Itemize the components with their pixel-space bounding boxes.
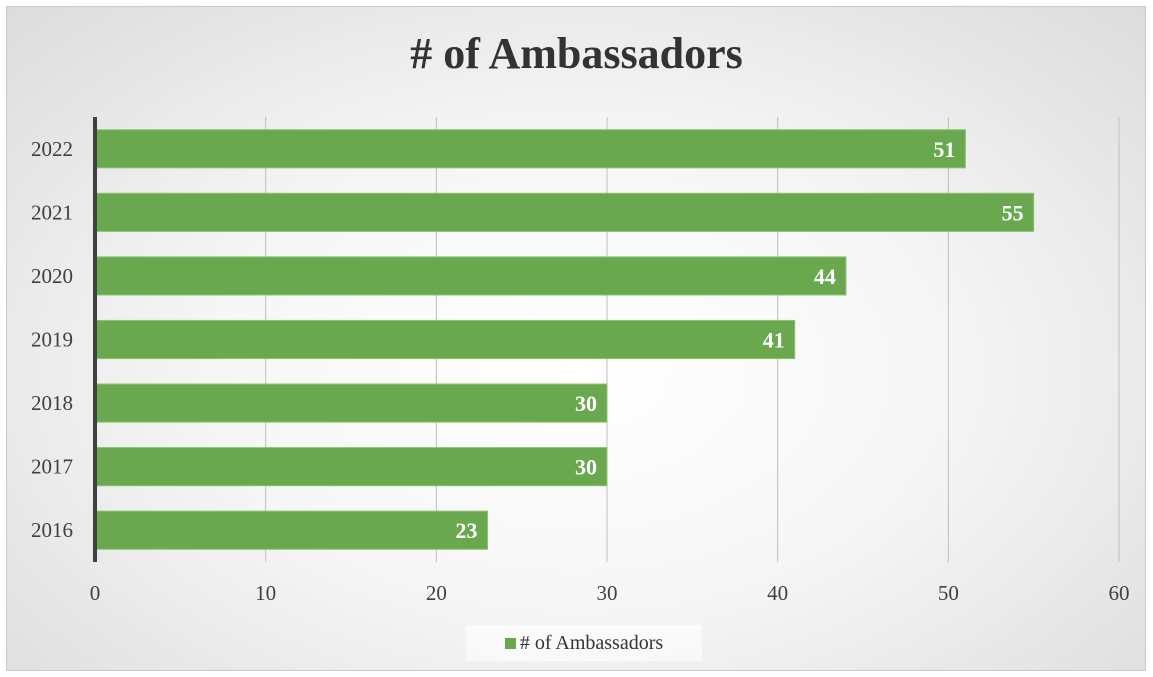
x-tick-label: 40 <box>767 581 788 605</box>
x-tick-label: 20 <box>426 581 447 605</box>
x-tick-label: 0 <box>90 581 101 605</box>
category-label: 2018 <box>31 391 73 415</box>
data-label: 41 <box>763 328 785 353</box>
data-label: 30 <box>575 455 597 480</box>
category-label: 2017 <box>31 455 73 479</box>
data-label: 23 <box>456 518 478 543</box>
x-tick-label: 30 <box>597 581 618 605</box>
legend-swatch <box>505 638 516 649</box>
category-label: 2016 <box>31 518 73 542</box>
legend: # of Ambassadors <box>466 625 702 661</box>
bar <box>95 193 1034 231</box>
data-label: 55 <box>1002 200 1024 225</box>
data-label: 30 <box>575 391 597 416</box>
category-label: 2019 <box>31 328 73 352</box>
data-label: 51 <box>933 137 955 162</box>
bar <box>95 448 607 486</box>
bar <box>95 384 607 422</box>
bar <box>95 320 795 358</box>
x-tick-label: 10 <box>255 581 276 605</box>
bar <box>95 511 488 549</box>
data-label: 44 <box>814 264 836 289</box>
bar <box>95 257 846 295</box>
category-label: 2020 <box>31 264 73 288</box>
x-tick-label: 60 <box>1109 581 1130 605</box>
bar <box>95 130 965 168</box>
x-tick-label: 50 <box>938 581 959 605</box>
category-label: 2021 <box>31 200 73 224</box>
legend-label: # of Ambassadors <box>520 632 663 655</box>
category-label: 2022 <box>31 137 73 161</box>
